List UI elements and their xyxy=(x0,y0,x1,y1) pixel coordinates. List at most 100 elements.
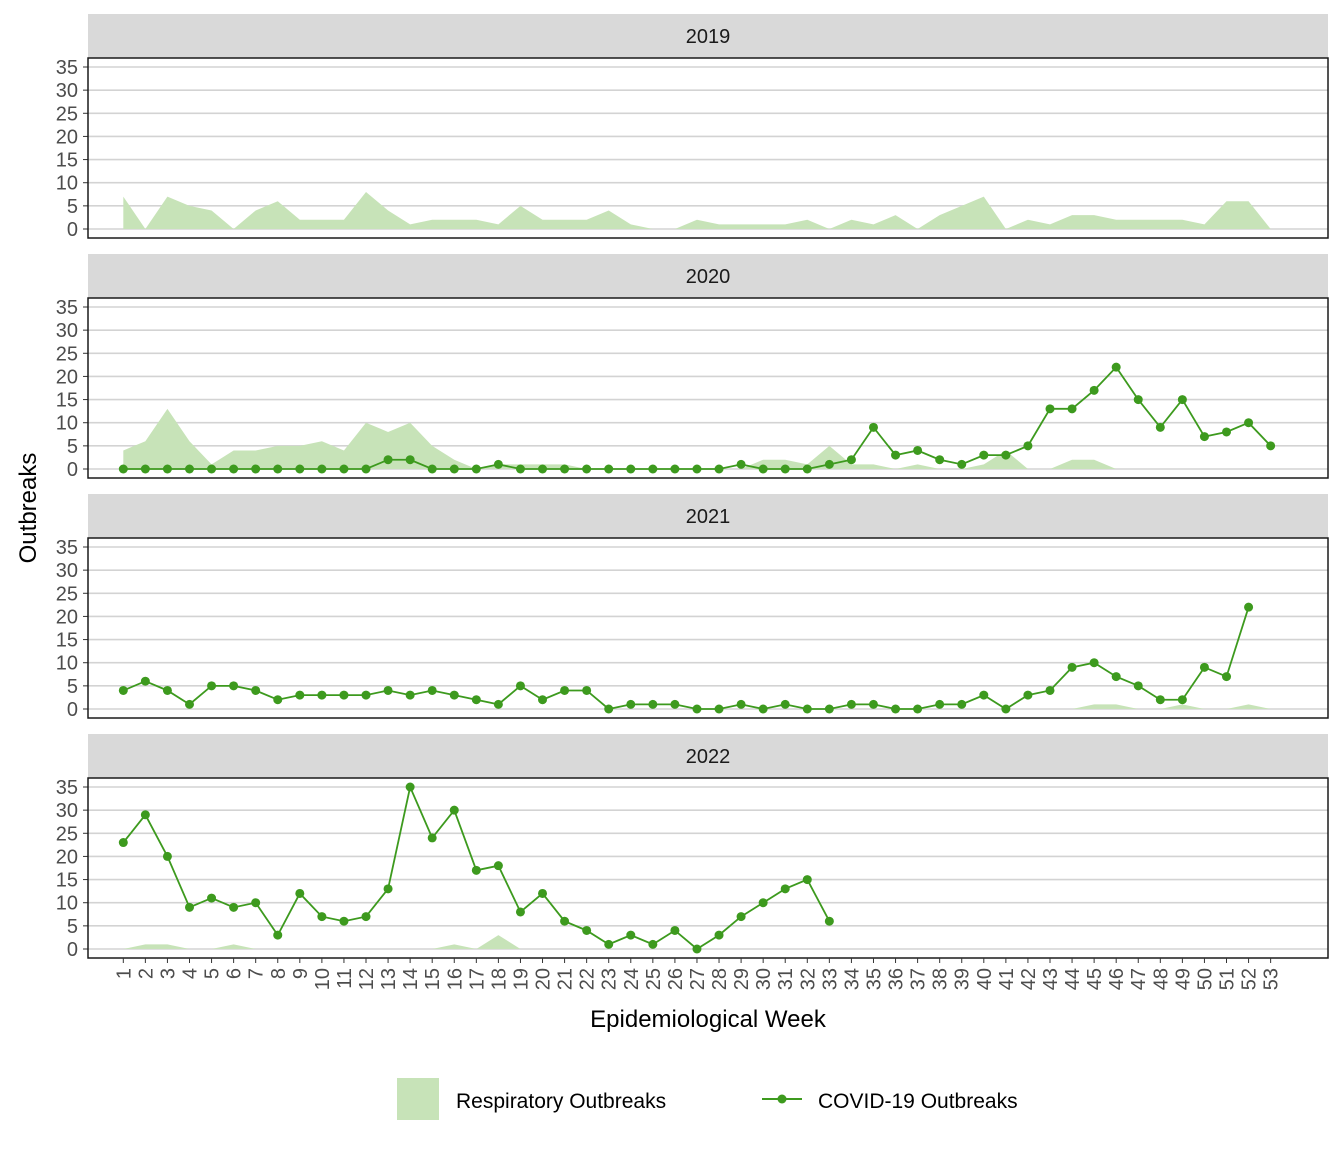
y-tick-label: 15 xyxy=(56,150,78,172)
covid-point xyxy=(714,930,724,940)
x-tick-label: 40 xyxy=(974,968,996,990)
panel-title: 2019 xyxy=(686,26,731,48)
covid-point xyxy=(515,464,525,474)
respiratory-area xyxy=(123,408,1271,469)
covid-point xyxy=(118,838,128,848)
x-tick-label: 35 xyxy=(863,968,885,990)
x-tick-label: 16 xyxy=(444,968,466,990)
y-tick-label: 25 xyxy=(56,583,78,605)
covid-point xyxy=(824,916,834,926)
covid-point xyxy=(251,898,261,908)
covid-point xyxy=(471,865,481,875)
covid-point xyxy=(780,884,790,894)
x-tick-label: 47 xyxy=(1128,968,1150,990)
covid-point xyxy=(648,464,658,474)
legend-covid-label: COVID-19 Outbreaks xyxy=(818,1090,1018,1113)
respiratory-area xyxy=(123,191,1271,229)
x-tick-label: 48 xyxy=(1150,968,1172,990)
legend: Respiratory Outbreaks COVID-19 Outbreaks xyxy=(397,1078,1018,1120)
covid-point xyxy=(1222,672,1232,682)
y-tick-label: 35 xyxy=(56,537,78,559)
covid-point xyxy=(493,459,503,469)
covid-point xyxy=(118,464,128,474)
covid-point xyxy=(692,944,702,954)
x-tick-label: 50 xyxy=(1194,968,1216,990)
x-tick-label: 31 xyxy=(775,968,797,990)
covid-point xyxy=(1155,695,1165,705)
x-tick-label: 18 xyxy=(488,968,510,990)
covid-point xyxy=(515,681,525,691)
covid-point xyxy=(295,464,305,474)
y-tick-label: 5 xyxy=(67,196,78,218)
covid-point xyxy=(780,699,790,709)
y-tick-label: 5 xyxy=(67,436,78,458)
covid-point xyxy=(1177,695,1187,705)
covid-point xyxy=(957,459,967,469)
covid-point xyxy=(846,455,856,465)
covid-point xyxy=(1023,441,1033,451)
panel-border xyxy=(87,777,1329,959)
x-tick-label: 15 xyxy=(422,968,444,990)
x-tick-label: 22 xyxy=(577,968,599,990)
y-tick-label: 35 xyxy=(56,777,78,799)
covid-point xyxy=(493,699,503,709)
covid-point xyxy=(560,685,570,695)
x-tick-label: 17 xyxy=(466,968,488,990)
x-tick-label: 24 xyxy=(621,968,643,990)
covid-point xyxy=(162,685,172,695)
covid-point xyxy=(935,699,945,709)
covid-point xyxy=(846,699,856,709)
covid-point xyxy=(449,690,459,700)
covid-point xyxy=(1067,662,1077,672)
covid-point xyxy=(140,464,150,474)
covid-point xyxy=(714,704,724,714)
covid-point xyxy=(273,930,283,940)
covid-point xyxy=(670,699,680,709)
covid-point xyxy=(604,464,614,474)
covid-point xyxy=(758,898,768,908)
x-tick-label: 27 xyxy=(687,968,709,990)
covid-point xyxy=(207,893,217,903)
covid-point xyxy=(1045,685,1055,695)
covid-point xyxy=(1199,662,1209,672)
x-tick-label: 53 xyxy=(1261,968,1283,990)
y-tick-label: 10 xyxy=(56,173,78,195)
x-tick-label: 10 xyxy=(312,968,334,990)
x-tick-label: 26 xyxy=(665,968,687,990)
covid-point xyxy=(317,464,327,474)
x-tick-label: 42 xyxy=(1018,968,1040,990)
y-tick-label: 20 xyxy=(56,366,78,388)
covid-point xyxy=(184,464,194,474)
x-tick-label: 49 xyxy=(1172,968,1194,990)
panel-border xyxy=(87,57,1329,239)
x-tick-label: 36 xyxy=(886,968,908,990)
covid-point xyxy=(317,912,327,922)
covid-point xyxy=(427,685,437,695)
x-tick-label: 29 xyxy=(731,968,753,990)
covid-point xyxy=(604,939,614,949)
covid-point xyxy=(538,888,548,898)
covid-point xyxy=(913,704,923,714)
covid-point xyxy=(405,690,415,700)
x-tick-label: 52 xyxy=(1239,968,1261,990)
covid-point xyxy=(648,939,658,949)
y-tick-label: 5 xyxy=(67,916,78,938)
covid-point xyxy=(1266,441,1276,451)
x-tick-label: 5 xyxy=(202,968,224,979)
covid-point xyxy=(383,884,393,894)
panel-title: 2022 xyxy=(686,746,731,768)
covid-point xyxy=(1045,404,1055,414)
legend-respiratory-swatch xyxy=(397,1078,439,1120)
covid-point xyxy=(361,464,371,474)
covid-point xyxy=(582,925,592,935)
x-tick-label: 39 xyxy=(952,968,974,990)
covid-point xyxy=(582,685,592,695)
covid-point xyxy=(935,455,945,465)
y-tick-label: 15 xyxy=(56,630,78,652)
legend-covid-marker xyxy=(777,1094,787,1104)
covid-point xyxy=(604,704,614,714)
covid-point xyxy=(1244,418,1254,428)
x-tick-label: 32 xyxy=(797,968,819,990)
